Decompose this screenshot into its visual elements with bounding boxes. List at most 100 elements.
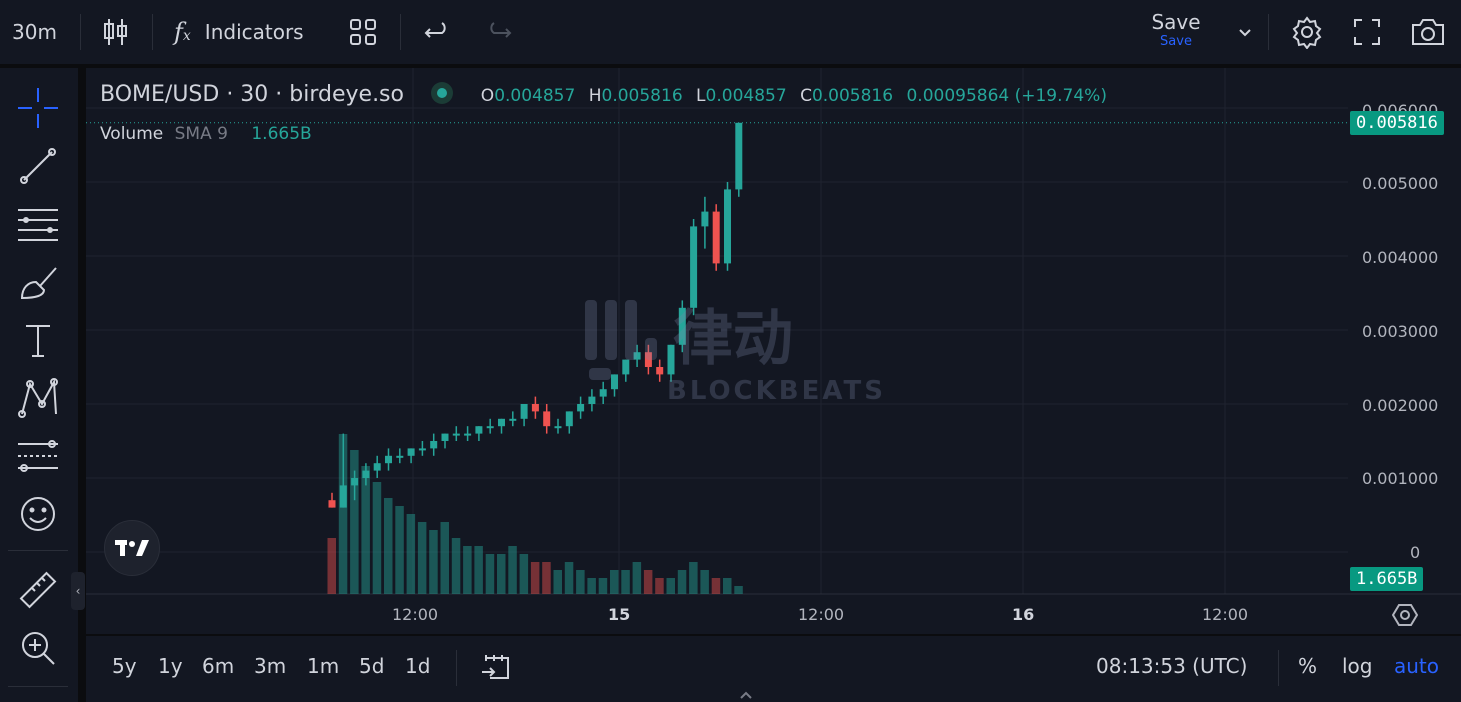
volume-bar (576, 570, 585, 594)
candle-body (531, 404, 539, 412)
text-tool-icon[interactable] (14, 316, 62, 364)
price-chart[interactable] (86, 68, 1461, 634)
zoom-in-icon[interactable] (14, 624, 62, 672)
tradingview-logo-icon (115, 540, 149, 556)
range-1y[interactable]: 1y (158, 654, 183, 678)
measure-ruler-lines-icon[interactable] (14, 432, 62, 480)
utc-clock[interactable]: 08:13:53 (UTC) (1096, 654, 1248, 678)
save-button[interactable]: Save Save (1140, 10, 1212, 56)
tradingview-logo[interactable] (104, 520, 160, 576)
volume-bar (361, 466, 370, 594)
fullscreen-icon[interactable] (1352, 14, 1382, 50)
save-label: Save (1151, 10, 1201, 34)
toolbar-divider (1278, 650, 1279, 686)
collapse-toolbar-handle[interactable]: ‹ (71, 572, 85, 610)
toolbar-divider (80, 14, 81, 50)
ohlc-high-value: 0.005816 (601, 86, 683, 106)
price-tick: 0.002000 (1362, 396, 1439, 415)
candle-body (430, 441, 438, 449)
symbol-legend: BOME/USD · 30 · birdeye.so O0.004857 H0.… (100, 82, 1107, 107)
candle-body (588, 396, 596, 404)
range-3m[interactable]: 3m (254, 654, 287, 678)
range-5d[interactable]: 5d (359, 654, 385, 678)
range-1d[interactable]: 1d (405, 654, 431, 678)
volume-bar (372, 482, 382, 594)
chevron-up-icon[interactable] (738, 686, 754, 702)
range-1m[interactable]: 1m (307, 654, 340, 678)
volume-bar (474, 546, 483, 594)
time-tick: 12:00 (798, 605, 845, 624)
chevron-down-icon[interactable] (1236, 14, 1254, 50)
volume-bar (700, 570, 709, 594)
axis-settings-icon[interactable] (1391, 602, 1419, 632)
crosshair-icon[interactable] (14, 84, 62, 132)
candle-body (565, 411, 573, 427)
candle-body (667, 344, 675, 375)
volume-bar (508, 546, 517, 594)
candle-body (724, 189, 731, 264)
range-6m[interactable]: 6m (202, 654, 235, 678)
volume-bar (429, 530, 438, 594)
volume-bar (350, 450, 359, 594)
pattern-icon[interactable] (14, 374, 62, 422)
time-tick: 12:00 (392, 605, 439, 624)
emoji-icon[interactable] (14, 490, 62, 538)
candle-body (351, 478, 359, 486)
candle-body (362, 470, 370, 478)
candle-body (622, 359, 630, 375)
interval-button[interactable]: 30m (12, 20, 57, 44)
live-status-icon (431, 82, 454, 104)
volume-bar (632, 562, 642, 594)
candle-body (373, 463, 381, 471)
ohlc-change-value: 0.00095864 (+19.74%) (906, 86, 1107, 106)
trend-line-icon[interactable] (14, 142, 62, 190)
volume-bar (610, 570, 619, 594)
volume-tag: 1.665B (1350, 567, 1424, 591)
volume-bar (417, 522, 427, 594)
symbol-title[interactable]: BOME/USD · 30 · birdeye.so (100, 82, 404, 107)
candles-icon[interactable] (100, 14, 132, 50)
camera-icon[interactable] (1410, 14, 1446, 50)
volume-bar (406, 514, 416, 594)
candle-body (509, 418, 517, 421)
volume-label[interactable]: Volume (100, 124, 164, 144)
gear-icon[interactable] (1290, 14, 1324, 50)
candle-body (611, 374, 618, 390)
redo-icon[interactable] (484, 14, 514, 50)
percent-toggle[interactable]: % (1298, 654, 1318, 678)
auto-toggle[interactable]: auto (1394, 654, 1440, 678)
indicators-button[interactable]: fx Indicators (174, 14, 304, 50)
volume-bar (666, 578, 675, 594)
price-tick: 0.003000 (1362, 322, 1439, 341)
ruler-icon[interactable] (14, 566, 62, 614)
undo-icon[interactable] (422, 14, 452, 50)
volume-bar (553, 570, 562, 594)
toolbar-divider (8, 686, 68, 687)
chart-pane[interactable]: 律动 BLOCKBEATS BOME/USD · 30 · birdeye.so… (86, 68, 1461, 634)
price-tick: 0 (1410, 543, 1421, 562)
candle-body (441, 433, 449, 441)
volume-bar (542, 562, 551, 594)
volume-bar (598, 578, 608, 594)
candle-body (543, 411, 551, 427)
fib-lines-icon[interactable] (14, 200, 62, 248)
price-tick: 0.005000 (1362, 174, 1439, 193)
range-5y[interactable]: 5y (112, 654, 137, 678)
drawing-toolbar (0, 68, 78, 702)
candle-body (577, 404, 585, 412)
brush-icon[interactable] (14, 258, 62, 306)
candle-body (644, 352, 652, 367)
volume-bar (564, 562, 574, 594)
layout-grid-icon[interactable] (348, 14, 378, 50)
toolbar-divider (152, 14, 153, 50)
fx-icon: fx (174, 18, 191, 46)
save-sublabel: Save (1160, 34, 1192, 49)
volume-bar (689, 562, 698, 594)
time-tick: 12:00 (1202, 605, 1249, 624)
goto-date-icon[interactable] (480, 652, 512, 686)
log-toggle[interactable]: log (1342, 654, 1373, 678)
candle-body (554, 426, 562, 429)
volume-bar (734, 586, 743, 594)
volume-bar (677, 570, 687, 594)
blockbeats-logo-icon (585, 300, 657, 380)
